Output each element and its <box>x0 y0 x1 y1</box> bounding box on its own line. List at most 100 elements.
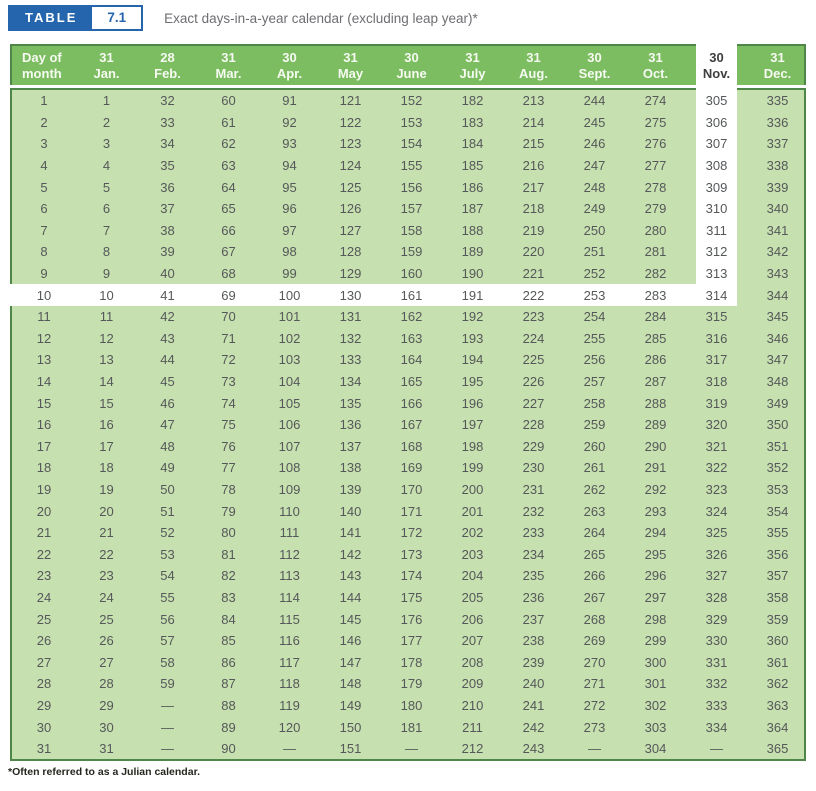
day-number-cell: 215 <box>522 136 545 152</box>
day-number-cell: 168 <box>400 438 423 454</box>
day-number-cell: 11 <box>99 309 114 325</box>
day-number-cell: 336 <box>766 114 789 130</box>
table-number-box: TABLE 7.1 <box>8 5 144 31</box>
table-row: 6 6 37 65 96 126 157 187 218 249 279 310 340 <box>12 198 804 220</box>
day-number-cell: 350 <box>766 417 789 433</box>
day-number-cell: 147 <box>339 654 362 670</box>
day-number-cell: 137 <box>339 438 362 454</box>
day-number-cell: 321 <box>705 438 728 454</box>
day-number-cell: 360 <box>766 633 789 649</box>
day-number-cell: 287 <box>644 374 667 390</box>
day-number-cell: 188 <box>461 222 484 238</box>
day-number-cell: 19 <box>99 481 114 497</box>
day-number-cell: 73 <box>221 374 236 390</box>
day-number-cell: 127 <box>339 222 362 238</box>
day-number-cell: 49 <box>160 460 175 476</box>
day-cell: 23 <box>36 568 52 584</box>
day-number-cell: 58 <box>160 654 175 670</box>
day-number-cell: 36 <box>160 179 175 195</box>
day-number-cell: 66 <box>221 222 236 238</box>
column-header-dec: 31 Dec. <box>763 49 792 81</box>
table-row: 26 26 57 85 116 146 177 207 238 269 299 330 360 <box>12 630 804 652</box>
day-number-cell: 23 <box>99 568 114 584</box>
day-number-cell: 3 <box>102 136 111 152</box>
day-number-cell: 290 <box>644 438 667 454</box>
day-number-cell: 79 <box>221 503 236 519</box>
day-number-cell: 102 <box>278 330 301 346</box>
table-body: 1 1 32 60 91 121 152 182 213 244 274 305 335 2 2 33 61 92… <box>10 88 806 762</box>
day-number-cell: 117 <box>279 654 300 670</box>
table-row: 16 16 47 75 106 136 167 197 228 259 289 320 350 <box>12 414 804 436</box>
day-number-cell: 65 <box>221 201 236 217</box>
day-number-cell: 193 <box>461 330 484 346</box>
day-number-cell: 130 <box>339 287 362 303</box>
day-number-cell: 121 <box>339 93 362 109</box>
day-number-cell: 331 <box>705 654 728 670</box>
day-number-cell: 240 <box>522 676 545 692</box>
day-number-cell: — <box>588 741 601 757</box>
day-number-cell: 334 <box>705 719 728 735</box>
day-number-cell: 111 <box>279 525 300 541</box>
day-number-cell: 249 <box>583 201 606 217</box>
day-number-cell: 37 <box>160 201 175 217</box>
day-number-cell: 205 <box>461 589 484 605</box>
day-number-cell: 248 <box>583 179 606 195</box>
day-number-cell: 83 <box>221 589 236 605</box>
column-header-mar: 31 Mar. <box>215 49 242 81</box>
day-number-cell: 342 <box>766 244 789 260</box>
table-row: 9 9 40 68 99 129 160 190 221 252 282 313 343 <box>12 263 804 285</box>
day-number-cell: 319 <box>705 395 728 411</box>
day-number-cell: 112 <box>279 546 300 562</box>
day-number-cell: 346 <box>766 330 789 346</box>
highlight-row-overlay <box>10 284 737 306</box>
day-number-cell: 303 <box>644 719 667 735</box>
day-number-cell: 125 <box>339 179 362 195</box>
day-number-cell: 69 <box>221 287 236 303</box>
day-number-cell: 109 <box>278 481 301 497</box>
day-number-cell: 104 <box>278 374 301 390</box>
day-number-cell: 278 <box>644 179 667 195</box>
day-number-cell: 225 <box>522 352 545 368</box>
day-number-cell: 51 <box>160 503 175 519</box>
table-row: 21 21 52 80 111 141 172 202 233 264 294 325 355 <box>12 522 804 544</box>
day-number-cell: 7 <box>102 222 111 238</box>
day-number-cell: 312 <box>705 244 728 260</box>
day-number-cell: 8 <box>102 244 111 260</box>
day-number-cell: 139 <box>339 481 362 497</box>
day-number-cell: 289 <box>644 417 667 433</box>
day-number-cell: 323 <box>705 481 728 497</box>
day-number-cell: 251 <box>583 244 606 260</box>
day-cell: 4 <box>40 158 48 174</box>
day-cell: 10 <box>36 287 52 303</box>
day-number-cell: 101 <box>278 309 301 325</box>
table-row: 1 1 32 60 91 121 152 182 213 244 274 305 335 <box>12 90 804 112</box>
day-number-cell: 28 <box>99 676 114 692</box>
day-number-cell: 178 <box>400 654 423 670</box>
day-number-cell: 259 <box>583 417 606 433</box>
day-number-cell: 207 <box>461 633 484 649</box>
day-number-cell: 35 <box>160 158 175 174</box>
day-number-cell: 77 <box>221 460 236 476</box>
day-number-cell: 60 <box>221 93 236 109</box>
day-number-cell: — <box>405 741 418 757</box>
day-number-cell: 89 <box>221 719 236 735</box>
table-row: 25 25 56 84 115 145 176 206 237 268 298 329 359 <box>12 608 804 630</box>
day-number-cell: 230 <box>522 460 545 476</box>
day-number-cell: 238 <box>522 633 545 649</box>
day-number-cell: 164 <box>400 352 423 368</box>
day-number-cell: 9 <box>102 266 111 282</box>
day-number-cell: 357 <box>766 568 789 584</box>
day-number-cell: 14 <box>99 374 114 390</box>
day-number-cell: 43 <box>160 330 175 346</box>
table-caption: Exact days-in-a-year calendar (excluding… <box>164 10 478 26</box>
day-number-cell: 305 <box>705 93 728 109</box>
day-number-cell: 344 <box>766 287 789 303</box>
table-row: 14 14 45 73 104 134 165 195 226 257 287 318 348 <box>12 371 804 393</box>
day-number-cell: 29 <box>99 697 114 713</box>
day-number-cell: 325 <box>705 525 728 541</box>
day-number-cell: 88 <box>221 697 236 713</box>
day-number-cell: 302 <box>644 697 667 713</box>
day-number-cell: 120 <box>278 719 301 735</box>
day-number-cell: 131 <box>339 309 362 325</box>
day-number-cell: 25 <box>99 611 114 627</box>
